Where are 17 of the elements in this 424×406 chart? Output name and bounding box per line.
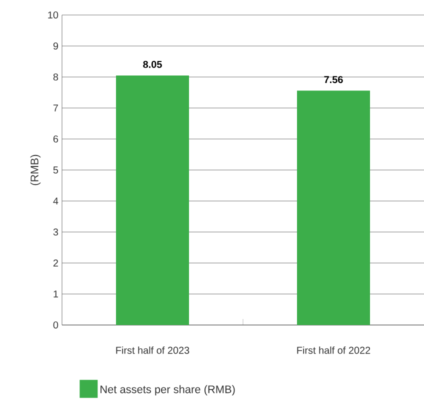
data-label: 8.05 xyxy=(143,60,162,68)
y-tick-label: 0 xyxy=(53,321,58,329)
y-tick-label: 2 xyxy=(53,260,58,266)
y-tick-label: 7 xyxy=(53,104,58,112)
y-tick-label: 4 xyxy=(53,198,58,204)
data-label: 7.56 xyxy=(324,76,343,84)
y-tick-label: 9 xyxy=(53,42,58,50)
y-tick-label: 8 xyxy=(53,73,58,81)
y-tick-label: 5 xyxy=(53,166,58,174)
x-tick-label: First half of 2022 xyxy=(297,346,370,354)
y-tick-label: 10 xyxy=(48,11,58,19)
x-tick-label: First half of 2023 xyxy=(116,346,190,354)
y-axis-title: (RMB) xyxy=(30,154,41,186)
y-tick-label: 3 xyxy=(53,228,58,236)
y-tick-label: 6 xyxy=(53,135,58,143)
y-tick-label: 1 xyxy=(54,290,58,298)
legend-label: Net assets per share (RMB) xyxy=(100,385,235,396)
